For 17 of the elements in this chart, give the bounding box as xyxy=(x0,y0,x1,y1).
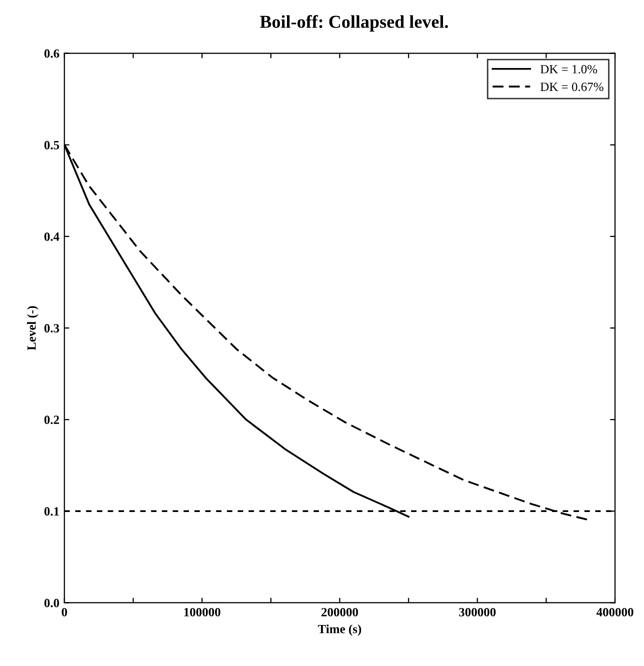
y-tick-label: 0.0 xyxy=(44,598,60,608)
legend-label: DK = 1.0% xyxy=(540,64,598,74)
y-tick-label: 0.5 xyxy=(44,140,60,150)
y-tick-label: 0.2 xyxy=(44,416,59,424)
y-axis-title: Level (-) xyxy=(27,306,38,350)
chart-title: Boil-off: Collapsed level. xyxy=(260,15,448,32)
x-axis-title: Time (s) xyxy=(318,624,362,636)
y-tick-label: 0.6 xyxy=(44,49,60,58)
x-tick-label: 300000 xyxy=(459,608,496,616)
y-tick-label: 0.3 xyxy=(44,324,60,333)
x-tick-label: 0 xyxy=(62,608,68,616)
x-tick-label: 400000 xyxy=(596,608,634,616)
legend-label: DK = 0.67% xyxy=(540,82,604,92)
y-tick-label: 0.1 xyxy=(44,507,59,516)
x-tick-label: 100000 xyxy=(184,608,220,616)
y-tick-label: 0.4 xyxy=(44,232,60,241)
x-tick-label: 200000 xyxy=(321,608,358,616)
